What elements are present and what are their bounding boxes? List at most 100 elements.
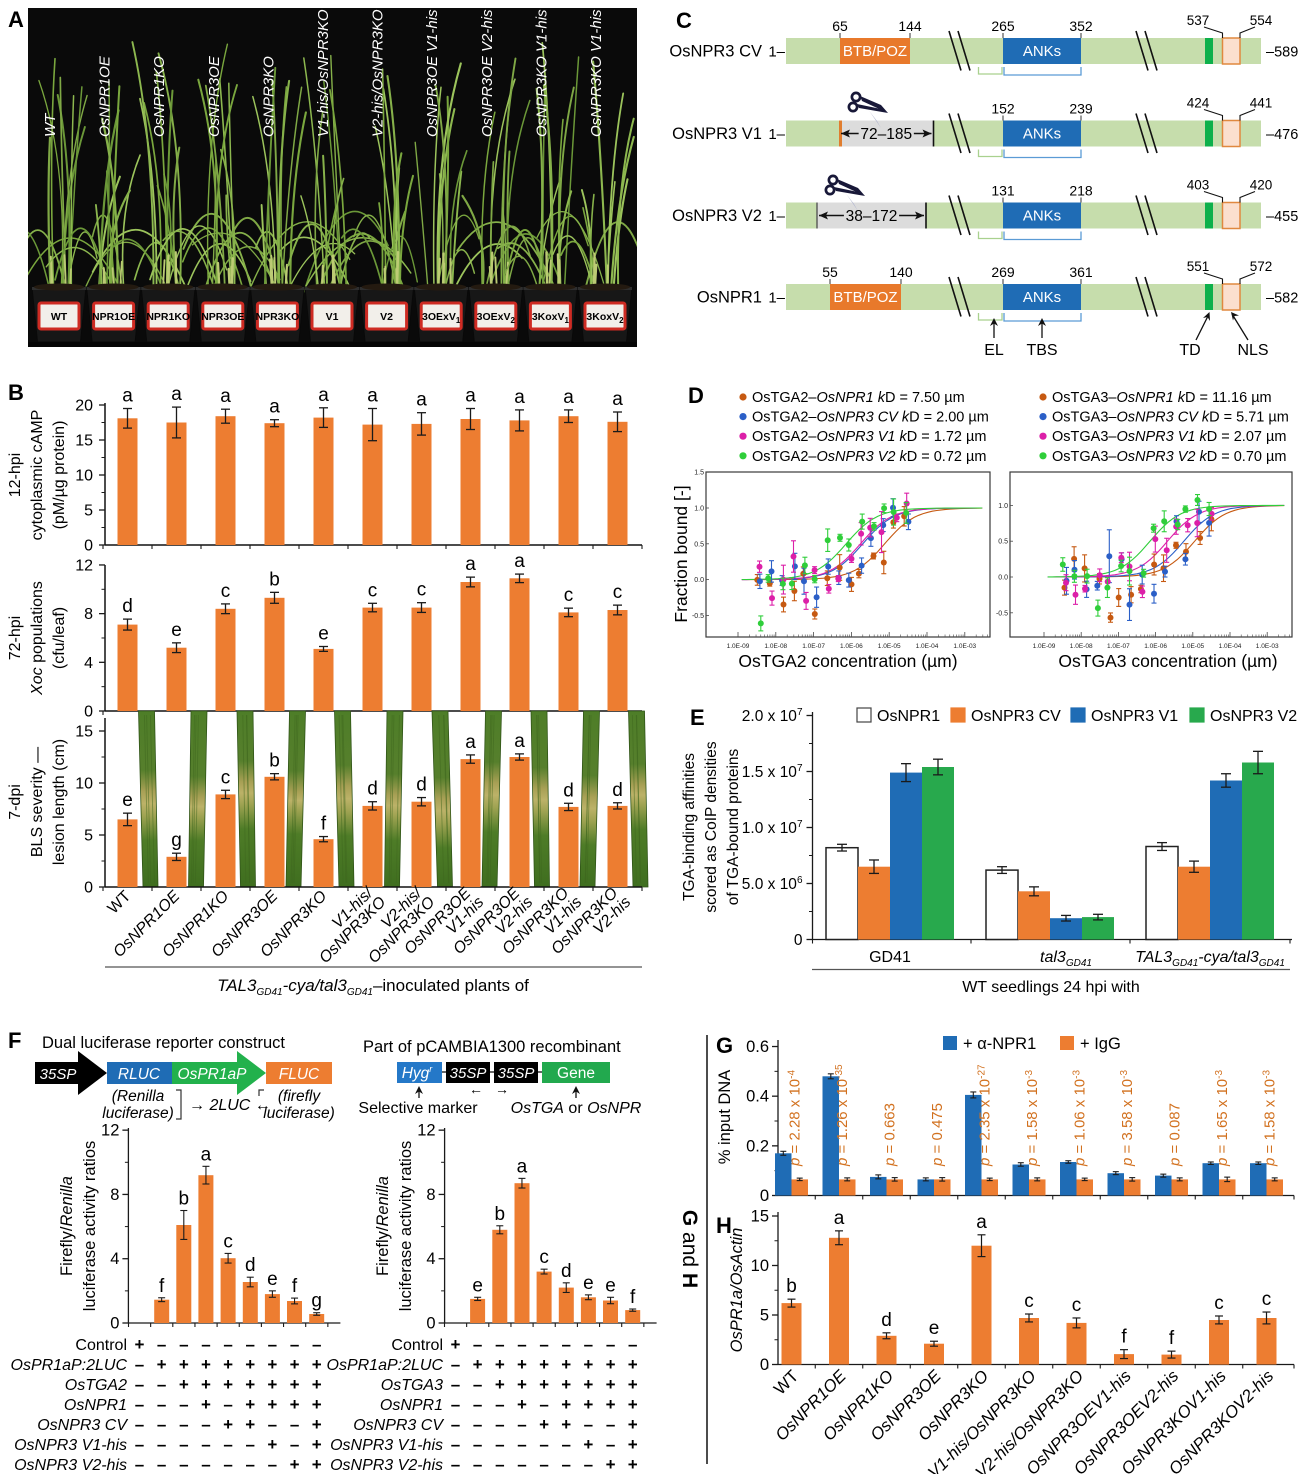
svg-text:–: – — [539, 1335, 548, 1354]
svg-text:OsNPR3 V2-his: OsNPR3 V2-his — [14, 1457, 127, 1474]
svg-text:d: d — [561, 1261, 572, 1282]
svg-text:361: 361 — [1069, 264, 1093, 280]
svg-text:–: – — [539, 1455, 548, 1474]
svg-text:+: + — [312, 1395, 322, 1414]
svg-text:–: – — [135, 1375, 144, 1394]
svg-text:1–: 1– — [768, 290, 785, 307]
svg-text:OsNPR3 V1: OsNPR3 V1 — [1091, 708, 1178, 725]
svg-text:+: + — [583, 1395, 593, 1414]
svg-text:0.6: 0.6 — [746, 1038, 769, 1056]
svg-text:Control: Control — [75, 1337, 127, 1354]
svg-text:OsNPR1: OsNPR1 — [380, 1397, 443, 1414]
svg-text:V1: V1 — [326, 311, 339, 323]
svg-text:d: d — [367, 779, 378, 800]
svg-text:+: + — [517, 1395, 527, 1414]
svg-text:2.0 x 107: 2.0 x 107 — [742, 707, 803, 725]
svg-text:+: + — [606, 1375, 616, 1394]
svg-text:+ IgG: + IgG — [1080, 1035, 1121, 1053]
svg-text:0: 0 — [760, 1356, 769, 1374]
svg-text:FLUC: FLUC — [279, 1066, 320, 1083]
svg-text:+: + — [539, 1375, 549, 1394]
svg-text:–: – — [223, 1395, 232, 1414]
svg-text:c: c — [368, 580, 378, 601]
svg-text:239: 239 — [1069, 101, 1093, 117]
svg-text:1.0E-06: 1.0E-06 — [1144, 643, 1167, 650]
svg-text:a: a — [171, 384, 182, 405]
svg-text:–: – — [290, 1415, 299, 1434]
svg-text:1.0E-07: 1.0E-07 — [1107, 643, 1130, 650]
svg-text:OsTGA3–OsNPR1 kD = 11.16 µm: OsTGA3–OsNPR1 kD = 11.16 µm — [1052, 390, 1272, 406]
svg-text:c: c — [1214, 1293, 1224, 1314]
svg-text:7-dpi: 7-dpi — [7, 784, 24, 820]
svg-text:1.0E-06: 1.0E-06 — [840, 643, 863, 650]
svg-text:+: + — [517, 1355, 527, 1374]
svg-text:0: 0 — [426, 1315, 435, 1333]
svg-text:–: – — [628, 1335, 637, 1354]
svg-text:NPR1OE: NPR1OE — [92, 311, 135, 323]
svg-text:352: 352 — [1069, 18, 1093, 34]
svg-text:–: – — [539, 1395, 548, 1414]
svg-text:12-hpi: 12-hpi — [7, 453, 24, 497]
svg-text:–: – — [135, 1435, 144, 1454]
svg-text:OsTGA3–OsNPR3 V2 kD = 0.70 µm: OsTGA3–OsNPR3 V2 kD = 0.70 µm — [1052, 449, 1286, 465]
svg-text:–: – — [268, 1455, 277, 1474]
svg-text:12: 12 — [75, 557, 93, 574]
svg-text:–589: –589 — [1266, 45, 1298, 61]
svg-text:+: + — [312, 1455, 322, 1474]
svg-text:Firefly/Renilla: Firefly/Renilla — [58, 1176, 76, 1276]
svg-text:+: + — [290, 1355, 300, 1374]
svg-text:OsPR1aP: OsPR1aP — [178, 1066, 248, 1083]
svg-text:f: f — [630, 1287, 636, 1308]
svg-text:d: d — [563, 780, 574, 801]
svg-text:WT: WT — [105, 888, 135, 918]
svg-text:OsPR1a/OsActin: OsPR1a/OsActin — [728, 1228, 746, 1353]
svg-text:p = 1.65 x 10-3: p = 1.65 x 10-3 — [1214, 1070, 1231, 1167]
svg-text:a: a — [514, 387, 525, 408]
svg-text:+: + — [583, 1355, 593, 1374]
svg-text:OsNPR1KO: OsNPR1KO — [151, 56, 168, 137]
svg-text:c: c — [417, 580, 427, 601]
svg-text:+: + — [179, 1375, 189, 1394]
svg-text:+: + — [628, 1455, 638, 1474]
svg-text:p = 1.58 x 10-3: p = 1.58 x 10-3 — [1024, 1070, 1041, 1167]
svg-text:OsNPR1: OsNPR1 — [64, 1397, 127, 1414]
svg-text:–: – — [473, 1455, 482, 1474]
svg-text:265: 265 — [991, 18, 1015, 34]
svg-text:+: + — [539, 1355, 549, 1374]
svg-text:1.0E-09: 1.0E-09 — [1033, 643, 1056, 650]
svg-text:–: – — [246, 1435, 255, 1454]
svg-text:–: – — [451, 1395, 460, 1414]
svg-text:–: – — [268, 1335, 277, 1354]
svg-text:WT seedlings 24 hpi with: WT seedlings 24 hpi with — [962, 979, 1140, 996]
svg-text:152: 152 — [991, 101, 1015, 117]
svg-text:scored as CoIP densities: scored as CoIP densities — [703, 741, 720, 912]
svg-text:–: – — [179, 1395, 188, 1414]
svg-text:15: 15 — [75, 724, 93, 741]
svg-text:BTB/POZ: BTB/POZ — [833, 289, 897, 306]
svg-text:–: – — [179, 1435, 188, 1454]
svg-text:+: + — [245, 1415, 255, 1434]
svg-text:p = 1.06 x 10-3: p = 1.06 x 10-3 — [1072, 1070, 1089, 1167]
svg-text:–: – — [584, 1455, 593, 1474]
svg-text:1.0E-07: 1.0E-07 — [802, 643, 825, 650]
svg-text:–: – — [517, 1455, 526, 1474]
svg-text:g: g — [311, 1291, 322, 1312]
svg-text:Fraction bound [-]: Fraction bound [-] — [671, 485, 691, 622]
svg-text:+: + — [495, 1375, 505, 1394]
svg-text:1.0E-04: 1.0E-04 — [1219, 643, 1242, 650]
svg-text:g: g — [171, 830, 182, 851]
svg-text:F: F — [8, 1028, 21, 1053]
svg-text:–: – — [268, 1415, 277, 1434]
svg-text:(pM/µg protein): (pM/µg protein) — [51, 421, 68, 530]
svg-text:441: 441 — [1250, 96, 1273, 111]
svg-text:TBS: TBS — [1026, 342, 1057, 359]
svg-text:G and H: G and H — [678, 1210, 701, 1288]
svg-text:Control: Control — [391, 1337, 443, 1354]
svg-text:+: + — [267, 1395, 277, 1414]
svg-text:OsNPR1: OsNPR1 — [877, 708, 940, 725]
svg-text:+: + — [495, 1355, 505, 1374]
svg-text:+: + — [583, 1375, 593, 1394]
svg-text:0: 0 — [110, 1315, 119, 1333]
svg-text:10: 10 — [751, 1257, 769, 1275]
svg-text:+: + — [606, 1395, 616, 1414]
